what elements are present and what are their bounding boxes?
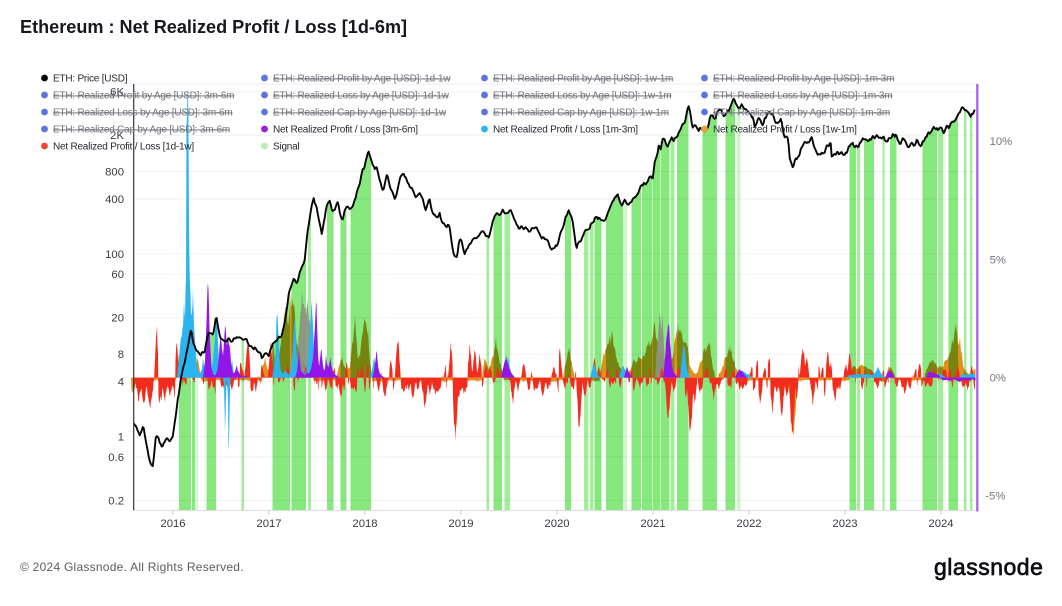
svg-text:Net Realized Profit / Loss [1d: Net Realized Profit / Loss [1d-1w] (53, 142, 194, 153)
svg-text:100: 100 (105, 249, 124, 261)
svg-text:Ethereum : Net Realized Profit: Ethereum : Net Realized Profit / Loss [1… (20, 17, 407, 37)
svg-text:400: 400 (105, 194, 124, 206)
svg-text:glassnode: glassnode (934, 554, 1043, 580)
svg-text:Net Realized Profit / Loss [3m: Net Realized Profit / Loss [3m-6m] (273, 125, 418, 136)
svg-text:2021: 2021 (640, 518, 665, 530)
svg-text:2K: 2K (110, 130, 124, 142)
svg-text:ETH: Realized Profit by Age [U: ETH: Realized Profit by Age [USD]: 1w-1m (493, 74, 673, 85)
svg-text:ETH: Realized Loss by Age [USD: ETH: Realized Loss by Age [USD]: 1d-1w (273, 91, 450, 102)
svg-text:ETH: Realized Cap by Age [USD]: ETH: Realized Cap by Age [USD]: 1m-3m (713, 108, 890, 119)
svg-text:4: 4 (118, 377, 124, 389)
svg-text:ETH: Realized Profit by Age [U: ETH: Realized Profit by Age [USD]: 3m-6m (53, 91, 234, 102)
svg-text:Net Realized Profit / Loss [1m: Net Realized Profit / Loss [1m-3m] (493, 125, 638, 136)
svg-text:2016: 2016 (160, 518, 185, 530)
svg-text:ETH: Realized Loss by Age [USD: ETH: Realized Loss by Age [USD]: 1w-1m (493, 91, 671, 102)
svg-text:10%: 10% (990, 136, 1013, 148)
svg-text:ETH: Realized Profit by Age [U: ETH: Realized Profit by Age [USD]: 1d-1w (273, 74, 451, 85)
svg-text:© 2024 Glassnode. All Rights R: © 2024 Glassnode. All Rights Reserved. (20, 560, 244, 574)
svg-text:0.6: 0.6 (108, 452, 124, 464)
svg-text:2019: 2019 (448, 518, 473, 530)
svg-text:0%: 0% (990, 373, 1006, 385)
svg-text:8: 8 (118, 349, 124, 361)
svg-text:ETH: Realized Profit by Age [U: ETH: Realized Profit by Age [USD]: 1m-3m (713, 74, 894, 85)
svg-text:2022: 2022 (736, 518, 761, 530)
svg-text:Signal: Signal (273, 142, 299, 153)
svg-text:1: 1 (118, 432, 124, 444)
svg-text:2020: 2020 (544, 518, 569, 530)
svg-text:ETH: Realized Cap by Age [USD]: ETH: Realized Cap by Age [USD]: 1w-1m (493, 108, 669, 119)
svg-text:6K: 6K (110, 87, 124, 99)
svg-text:ETH: Realized Cap by Age [USD]: ETH: Realized Cap by Age [USD]: 1d-1w (273, 108, 447, 119)
svg-text:2018: 2018 (352, 518, 377, 530)
svg-text:2024: 2024 (928, 518, 953, 530)
svg-text:ETH: Realized Loss by Age [USD: ETH: Realized Loss by Age [USD]: 1m-3m (713, 91, 893, 102)
svg-text:-5%: -5% (985, 491, 1005, 503)
svg-text:2017: 2017 (256, 518, 281, 530)
svg-text:0.2: 0.2 (108, 495, 124, 507)
svg-text:800: 800 (105, 166, 124, 178)
svg-text:ETH: Realized Cap by Age [USD]: ETH: Realized Cap by Age [USD]: 3m-6m (53, 125, 230, 136)
svg-text:20: 20 (111, 313, 124, 325)
svg-text:2023: 2023 (832, 518, 857, 530)
svg-text:ETH: Price [USD]: ETH: Price [USD] (53, 74, 128, 85)
svg-text:Net Realized Profit / Loss [1w: Net Realized Profit / Loss [1w-1m] (713, 125, 857, 136)
svg-text:5%: 5% (990, 254, 1006, 266)
svg-text:ETH: Realized Loss by Age [USD: ETH: Realized Loss by Age [USD]: 3m-6m (53, 108, 233, 119)
svg-text:60: 60 (111, 269, 124, 281)
